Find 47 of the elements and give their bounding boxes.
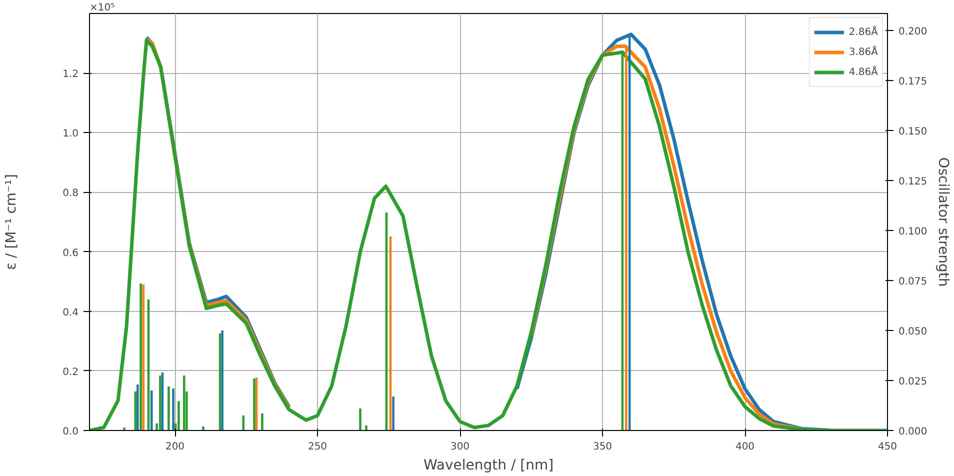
bar (123, 428, 126, 430)
bar (392, 396, 394, 430)
x-tick-label: 350 (592, 442, 612, 452)
y2-axis-title: Oscillator strength (935, 157, 952, 287)
y-tick-label: 0.0 (62, 426, 79, 438)
y2-tick-label: 0.025 (898, 376, 928, 388)
legend-label: 3.86Å (848, 46, 878, 58)
bar (202, 426, 204, 430)
x-tick-label: 250 (308, 442, 328, 452)
x-tick-label: 200 (165, 442, 185, 452)
y2-tick-label: 0.175 (898, 76, 928, 88)
bar (136, 384, 139, 430)
bar (253, 378, 256, 430)
bar (365, 426, 368, 430)
bar (134, 392, 137, 430)
x-tick-label: 450 (878, 442, 898, 452)
y-tick-label: 1.2 (62, 69, 79, 80)
bar (159, 376, 162, 430)
bar (182, 376, 186, 430)
y2-tick-label: 0.000 (898, 426, 928, 438)
y-axis-title: ε / [M⁻¹ cm⁻¹] (4, 174, 20, 270)
text: ×10⁵ (90, 2, 115, 14)
bar (221, 330, 224, 430)
x-tick-label: 400 (735, 442, 755, 452)
y2-tick-label: 0.100 (898, 226, 928, 238)
legend-label: 4.86Å (848, 66, 878, 78)
x-tick-label: 300 (450, 442, 470, 452)
bar (172, 388, 174, 430)
x-axis-title: Wavelength / [nm] (423, 458, 554, 474)
y2-tick-label: 0.125 (898, 176, 928, 188)
bar (168, 386, 170, 430)
y-tick-label: 0.4 (62, 307, 79, 318)
bar (359, 408, 362, 430)
bar (140, 284, 142, 430)
y-tick-label: 0.6 (62, 248, 79, 259)
bar (178, 401, 180, 430)
legend-label: 2.86Å (848, 26, 878, 38)
y-tick-label: 0.2 (62, 366, 79, 378)
bar (150, 390, 153, 430)
bar (261, 414, 264, 430)
y2-tick-label: 0.150 (898, 126, 928, 138)
y2-tick-label: 0.200 (898, 26, 928, 38)
y2-tick-label: 0.050 (898, 326, 928, 338)
bar (142, 284, 145, 430)
y-tick-label: 0.8 (62, 188, 79, 200)
y2-tick-label: 0.075 (898, 276, 928, 288)
y-tick-label: 1.0 (62, 128, 79, 140)
